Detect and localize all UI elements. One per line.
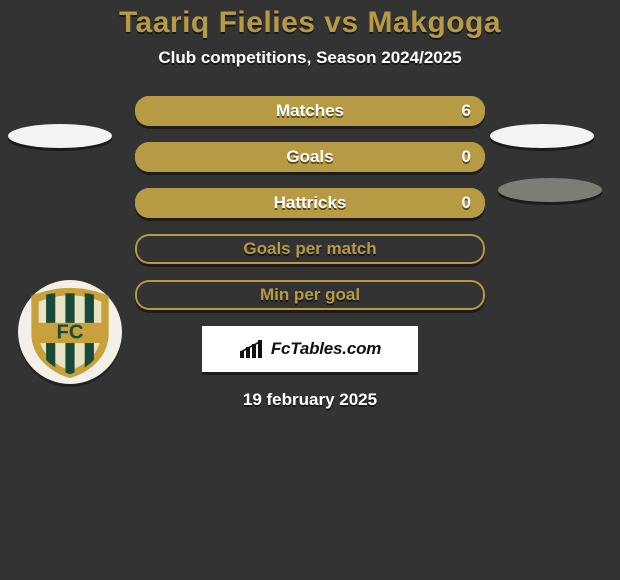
stat-value-right: 0 (462, 188, 471, 218)
brand-badge: FcTables.com (202, 326, 418, 372)
stat-row: Goals per match (135, 234, 485, 264)
crest-text: FC (57, 321, 84, 343)
bars-trend-icon (239, 339, 265, 359)
stat-rows: Matches6Goals0Hattricks0Goals per matchM… (135, 96, 485, 310)
stat-row: Hattricks0 (135, 188, 485, 218)
stat-label: Goals per match (135, 234, 485, 264)
stat-row: Min per goal (135, 280, 485, 310)
crest-svg: FC (24, 286, 116, 378)
right-player-oval (490, 124, 594, 148)
right-player-oval-shadow (498, 178, 602, 202)
stat-label: Matches (135, 96, 485, 126)
stat-value-right: 6 (462, 96, 471, 126)
stat-row: Goals0 (135, 142, 485, 172)
stat-label: Min per goal (135, 280, 485, 310)
comparison-card: Taariq Fielies vs Makgoga Club competiti… (0, 0, 620, 580)
subtitle: Club competitions, Season 2024/2025 (0, 48, 620, 68)
date-stamp: 19 february 2025 (0, 390, 620, 410)
stat-value-right: 0 (462, 142, 471, 172)
stat-label: Goals (135, 142, 485, 172)
left-player-oval (8, 124, 112, 148)
brand-text: FcTables.com (271, 339, 381, 359)
page-title: Taariq Fielies vs Makgoga (0, 6, 620, 40)
stat-row: Matches6 (135, 96, 485, 126)
stat-label: Hattricks (135, 188, 485, 218)
club-crest: FC (18, 280, 122, 384)
